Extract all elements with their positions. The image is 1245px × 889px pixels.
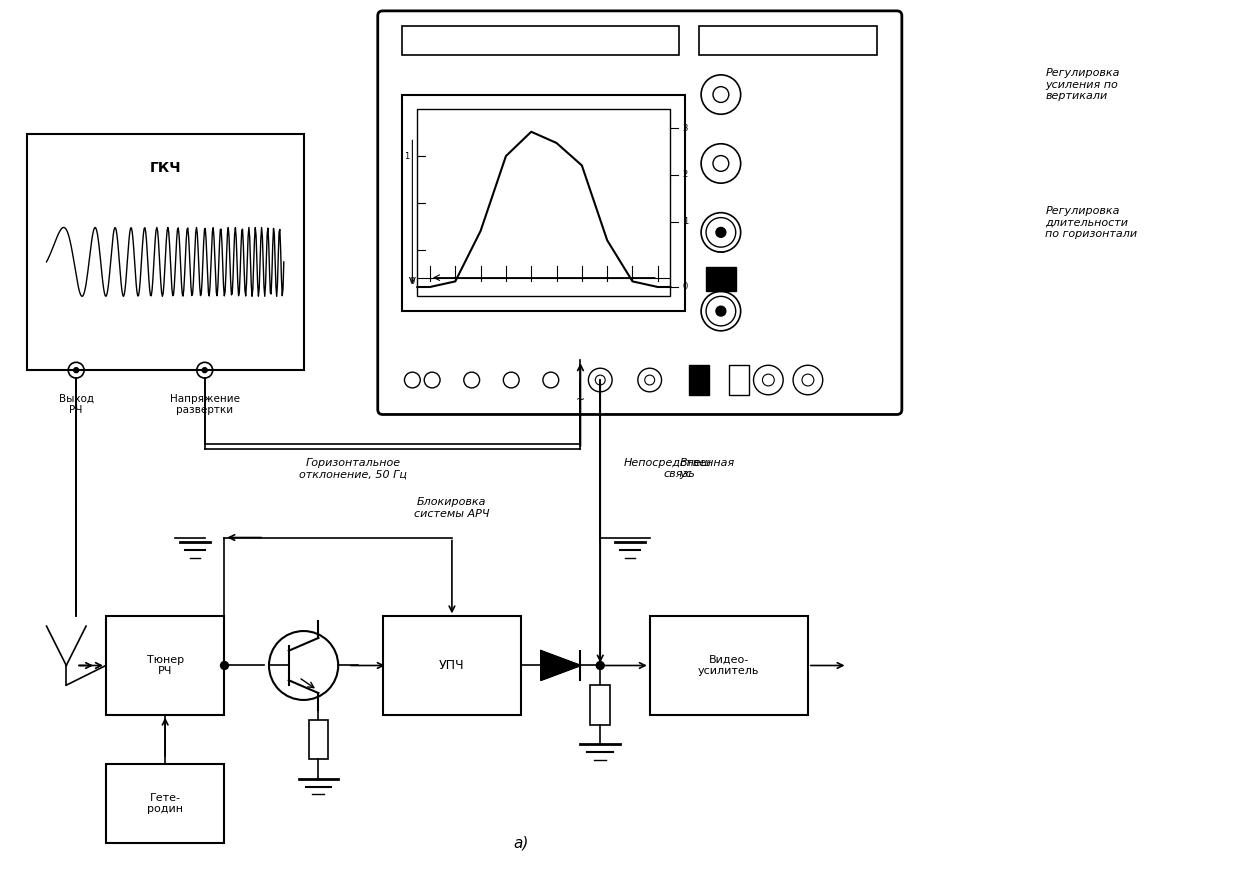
Text: 0: 0 [682, 283, 688, 292]
Text: Видео-
усилитель: Видео- усилитель [698, 654, 759, 677]
Text: 1: 1 [405, 152, 410, 161]
Bar [700, 26, 878, 55]
Text: 1: 1 [682, 217, 688, 226]
Circle shape [716, 306, 726, 316]
Bar [382, 616, 522, 715]
Bar [417, 109, 671, 296]
Text: Горизонтальное
отклонение, 50 Гц: Горизонтальное отклонение, 50 Гц [299, 458, 407, 479]
Circle shape [202, 368, 207, 372]
Text: ~: ~ [576, 395, 585, 404]
Text: 0: 0 [410, 276, 415, 286]
Circle shape [716, 228, 726, 237]
Text: Тюнер
РЧ: Тюнер РЧ [147, 654, 184, 677]
Text: Непосредственная
связь: Непосредственная связь [624, 458, 735, 479]
Text: 2: 2 [682, 171, 688, 180]
Text: Внеш
ус: Внеш ус [680, 458, 711, 479]
Bar [706, 267, 736, 292]
Bar [26, 134, 304, 370]
Text: Выход
РЧ: Выход РЧ [59, 394, 93, 415]
Text: Блокировка
системы АРЧ: Блокировка системы АРЧ [415, 497, 489, 519]
Text: УПЧ: УПЧ [439, 659, 464, 672]
Bar [590, 685, 610, 725]
Text: ГКЧ: ГКЧ [149, 162, 181, 175]
Bar [650, 616, 808, 715]
Bar [402, 94, 685, 311]
Text: Регулировка
длительности
по горизонтали: Регулировка длительности по горизонтали [1046, 206, 1138, 239]
Circle shape [220, 661, 228, 669]
Bar [690, 365, 708, 395]
Bar [106, 616, 224, 715]
Text: ~: ~ [716, 245, 726, 259]
Polygon shape [540, 651, 580, 680]
Text: 3: 3 [682, 124, 688, 132]
Circle shape [596, 661, 604, 669]
Bar [106, 764, 224, 843]
Bar [402, 26, 680, 55]
Text: Напряжение
развертки: Напряжение развертки [169, 394, 240, 415]
Bar [309, 719, 329, 759]
Text: Гете-
родин: Гете- родин [147, 792, 183, 814]
Circle shape [73, 368, 78, 372]
Bar [728, 365, 748, 395]
Text: Регулировка
усиления по
вертикали: Регулировка усиления по вертикали [1046, 68, 1119, 101]
FancyBboxPatch shape [377, 11, 901, 414]
Text: а): а) [513, 835, 529, 850]
